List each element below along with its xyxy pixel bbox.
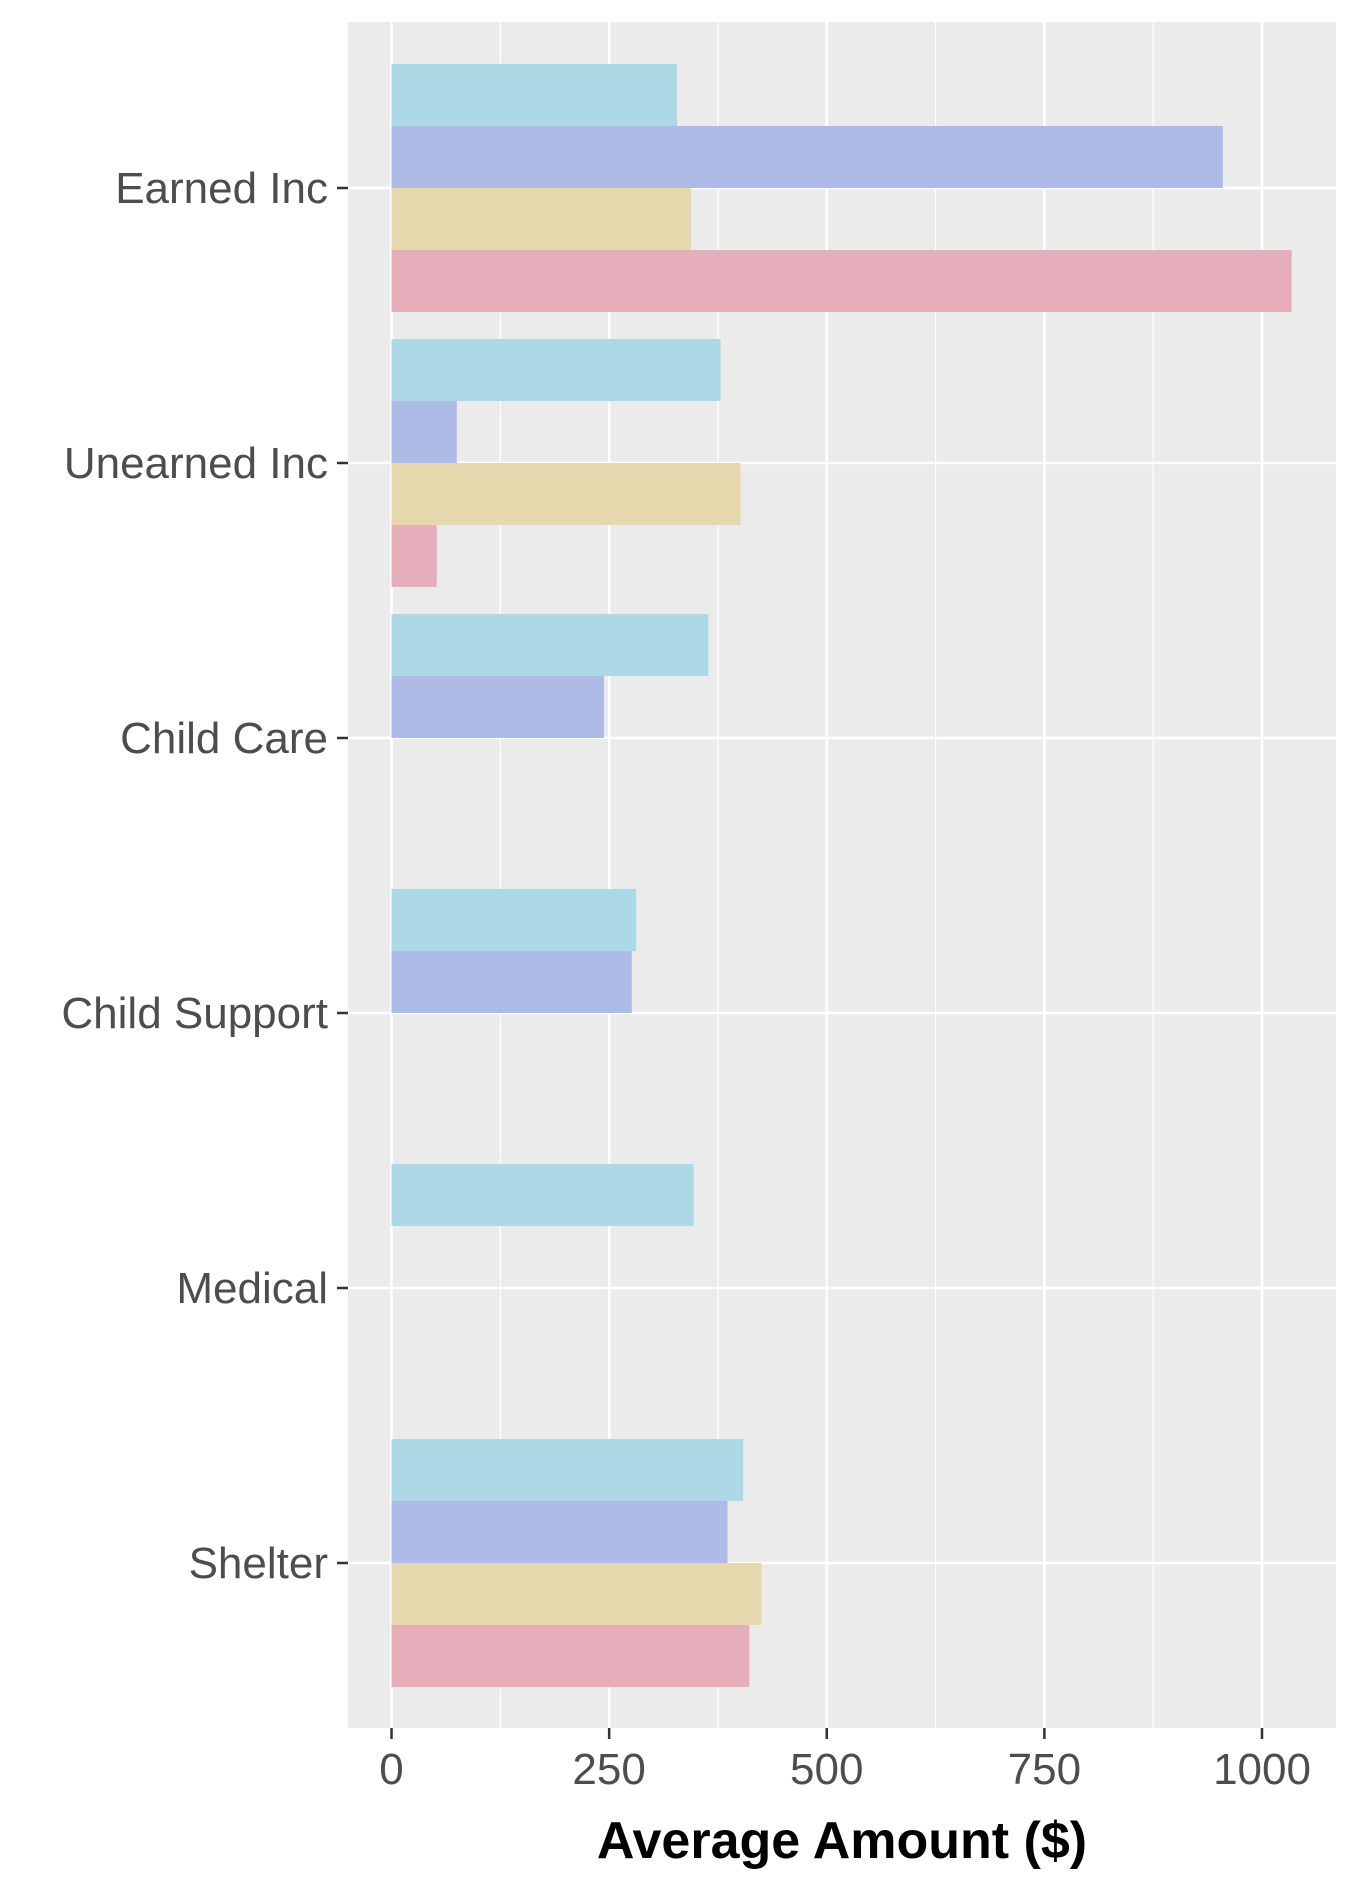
y-tick-label: Shelter	[189, 1539, 328, 1588]
bar	[391, 676, 604, 738]
bar	[391, 614, 709, 676]
bar	[391, 951, 632, 1013]
bar	[391, 525, 437, 587]
y-tick-label: Child Care	[120, 714, 328, 763]
bars-layer	[391, 64, 1292, 1687]
y-tick-label: Child Support	[61, 989, 328, 1038]
bar	[391, 339, 721, 401]
bar	[391, 1501, 728, 1563]
bar	[391, 463, 741, 525]
bar	[391, 126, 1223, 188]
x-tick-label: 500	[790, 1745, 863, 1794]
y-axis: Earned Inc Unearned Inc Child Care Child Su…	[61, 164, 348, 1588]
x-tick-label: 250	[572, 1745, 645, 1794]
y-tick-label: Medical	[176, 1264, 328, 1313]
bar	[391, 1563, 762, 1625]
x-axis-title: Average Amount ($)	[597, 1812, 1087, 1870]
x-tick-label: 750	[1008, 1745, 1081, 1794]
bar	[391, 889, 637, 951]
x-tick-label: 0	[379, 1745, 403, 1794]
bar	[391, 188, 691, 250]
bar	[391, 1439, 744, 1501]
x-axis: 0 250 500 750 1000	[379, 1728, 1311, 1794]
bar	[391, 401, 457, 463]
bar	[391, 64, 678, 126]
bar	[391, 1625, 750, 1687]
y-tick-label: Earned Inc	[115, 164, 328, 213]
x-tick-label: 1000	[1213, 1745, 1311, 1794]
bar	[391, 1164, 694, 1226]
y-tick-label: Unearned Inc	[64, 439, 328, 488]
bar	[391, 250, 1292, 312]
